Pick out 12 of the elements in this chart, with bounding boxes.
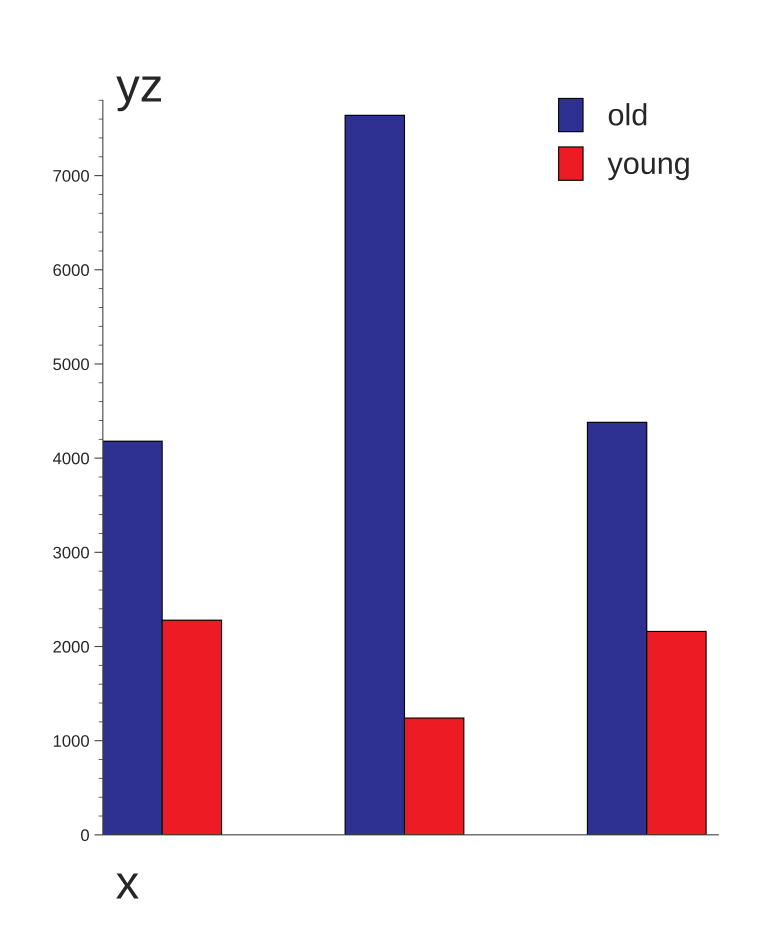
y-tick-label: 6000 <box>53 264 89 276</box>
x-axis-title: x <box>116 874 139 898</box>
legend-label: young <box>608 157 689 180</box>
y-tick-label: 4000 <box>52 452 89 464</box>
y-tick-label: 3000 <box>53 546 89 559</box>
y-tick-label: 2000 <box>53 640 89 653</box>
y-tick-label: 0 <box>81 829 89 842</box>
y-axis-title: yz <box>116 76 162 112</box>
y-tick-label: 1000 <box>54 735 89 747</box>
y-tick-label: 7000 <box>53 170 89 182</box>
y-tick-label: 5000 <box>53 358 89 370</box>
legend-label: old <box>608 103 646 126</box>
